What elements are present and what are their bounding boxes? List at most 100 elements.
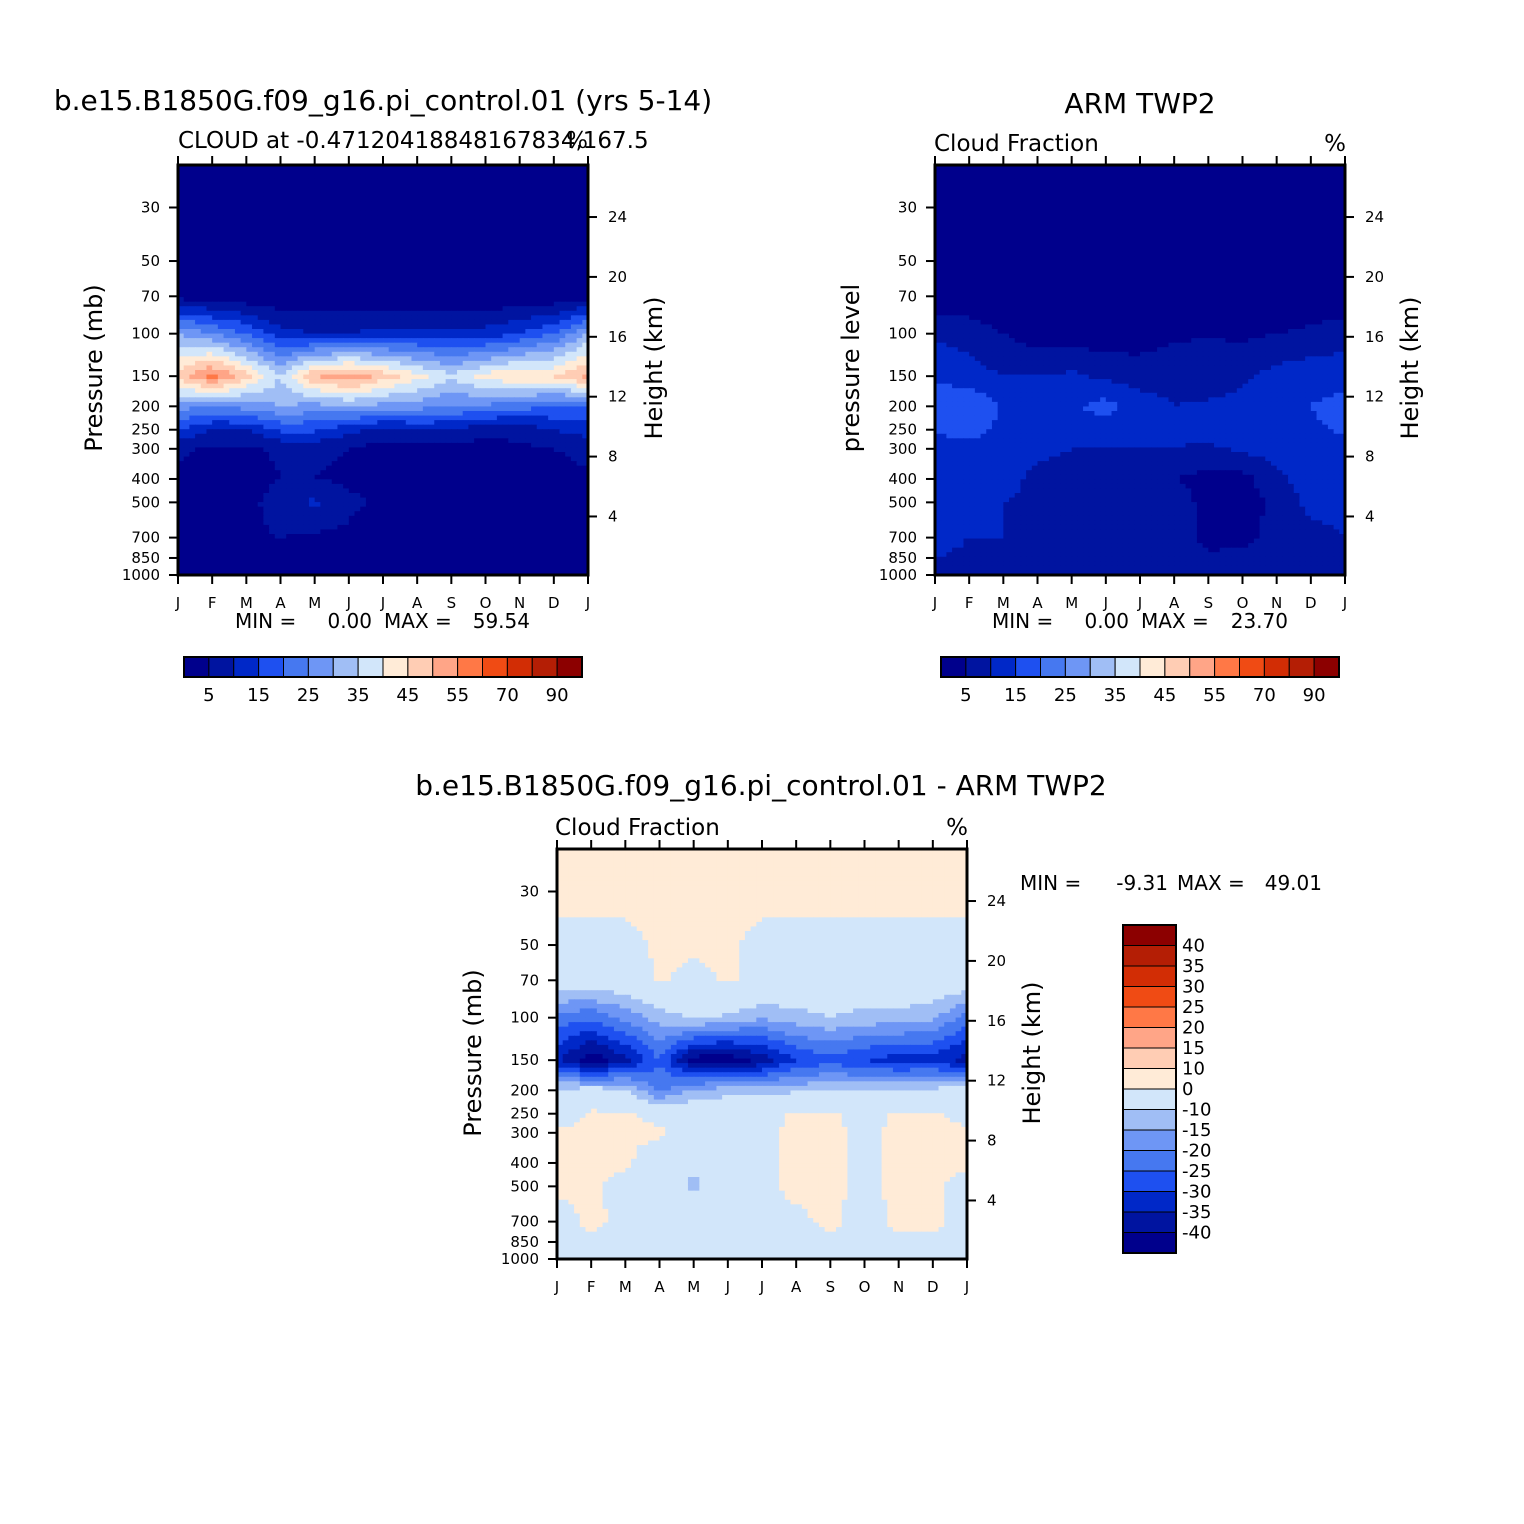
contour-cell [286, 470, 292, 475]
contour-cell [440, 238, 446, 243]
contour-cell [565, 343, 571, 348]
contour-cell [286, 256, 292, 261]
contour-cell [212, 306, 218, 311]
contour-cell [343, 329, 349, 334]
contour-cell [531, 283, 537, 288]
contour-cell [520, 347, 526, 352]
contour-cell [246, 379, 252, 384]
contour-cell [508, 256, 514, 261]
contour-cell [258, 334, 264, 339]
contour-cell [560, 370, 566, 375]
contour-cell [486, 329, 492, 334]
contour-cell [394, 375, 400, 380]
contour-cell [411, 379, 417, 384]
contour-cell [400, 192, 406, 197]
contour-cell [201, 452, 207, 457]
contour-cell [224, 315, 230, 320]
contour-cell [303, 242, 309, 247]
contour-cell [184, 356, 190, 361]
contour-cell [474, 229, 480, 234]
contour-cell [332, 220, 338, 225]
contour-cell [406, 406, 412, 411]
contour-cell [235, 192, 241, 197]
contour-cell [531, 247, 537, 252]
contour-cell [440, 443, 446, 448]
contour-cell [434, 174, 440, 179]
contour-cell [508, 211, 514, 216]
contour-cell [184, 274, 190, 279]
contour-cell [206, 306, 212, 311]
contour-cell [349, 297, 355, 302]
contour-cell [189, 470, 195, 475]
contour-cell [184, 324, 190, 329]
contour-cell [326, 379, 332, 384]
contour-cell [269, 311, 275, 316]
contour-cell [303, 233, 309, 238]
contour-cell [451, 384, 457, 389]
contour-cell [184, 297, 190, 302]
contour-cell [235, 402, 241, 407]
contour-cell [457, 338, 463, 343]
contour-cell [542, 220, 548, 225]
contour-cell [235, 338, 241, 343]
contour-cell [246, 288, 252, 293]
contour-cell [303, 361, 309, 366]
contour-cell [349, 411, 355, 416]
contour-cell [275, 375, 281, 380]
contour-cell [286, 265, 292, 270]
contour-cell [389, 270, 395, 275]
contour-cell [486, 270, 492, 275]
contour-cell [491, 265, 497, 270]
contour-cell [206, 320, 212, 325]
contour-cell [383, 183, 389, 188]
contour-cell [355, 434, 361, 439]
contour-cell [525, 265, 531, 270]
contour-cell [303, 347, 309, 352]
contour-cell [508, 170, 514, 175]
contour-cell [332, 420, 338, 425]
contour-cell [554, 247, 560, 252]
contour-cell [349, 379, 355, 384]
contour-cell [332, 238, 338, 243]
contour-cell [468, 379, 474, 384]
contour-cell [474, 334, 480, 339]
contour-cell [537, 183, 543, 188]
contour-cell [281, 365, 287, 370]
contour-cell [212, 452, 218, 457]
contour-cell [468, 220, 474, 225]
contour-cell [241, 461, 247, 466]
contour-cell [503, 265, 509, 270]
contour-cell [474, 438, 480, 443]
contour-cell [246, 188, 252, 193]
contour-cell [286, 188, 292, 193]
contour-cell [468, 402, 474, 407]
contour-cell [383, 224, 389, 229]
contour-cell [565, 252, 571, 257]
contour-cell [457, 211, 463, 216]
contour-cell [560, 179, 566, 184]
contour-cell [246, 434, 252, 439]
contour-cell [286, 315, 292, 320]
contour-cell [292, 356, 298, 361]
contour-cell [366, 233, 372, 238]
contour-cell [235, 379, 241, 384]
contour-cell [560, 384, 566, 389]
contour-cell [246, 352, 252, 357]
contour-cell [269, 406, 275, 411]
contour-cell [520, 466, 526, 471]
contour-cell [394, 206, 400, 211]
contour-cell [423, 315, 429, 320]
contour-cell [326, 192, 332, 197]
contour-cell [218, 370, 224, 375]
contour-cell [360, 388, 366, 393]
contour-cell [497, 201, 503, 206]
contour-cell [446, 365, 452, 370]
contour-cell [571, 393, 577, 398]
contour-cell [184, 416, 190, 421]
contour-cell [235, 293, 241, 298]
contour-cell [315, 329, 321, 334]
contour-cell [554, 375, 560, 380]
contour-cell [406, 384, 412, 389]
contour-cell [520, 470, 526, 475]
contour-cell [241, 365, 247, 370]
